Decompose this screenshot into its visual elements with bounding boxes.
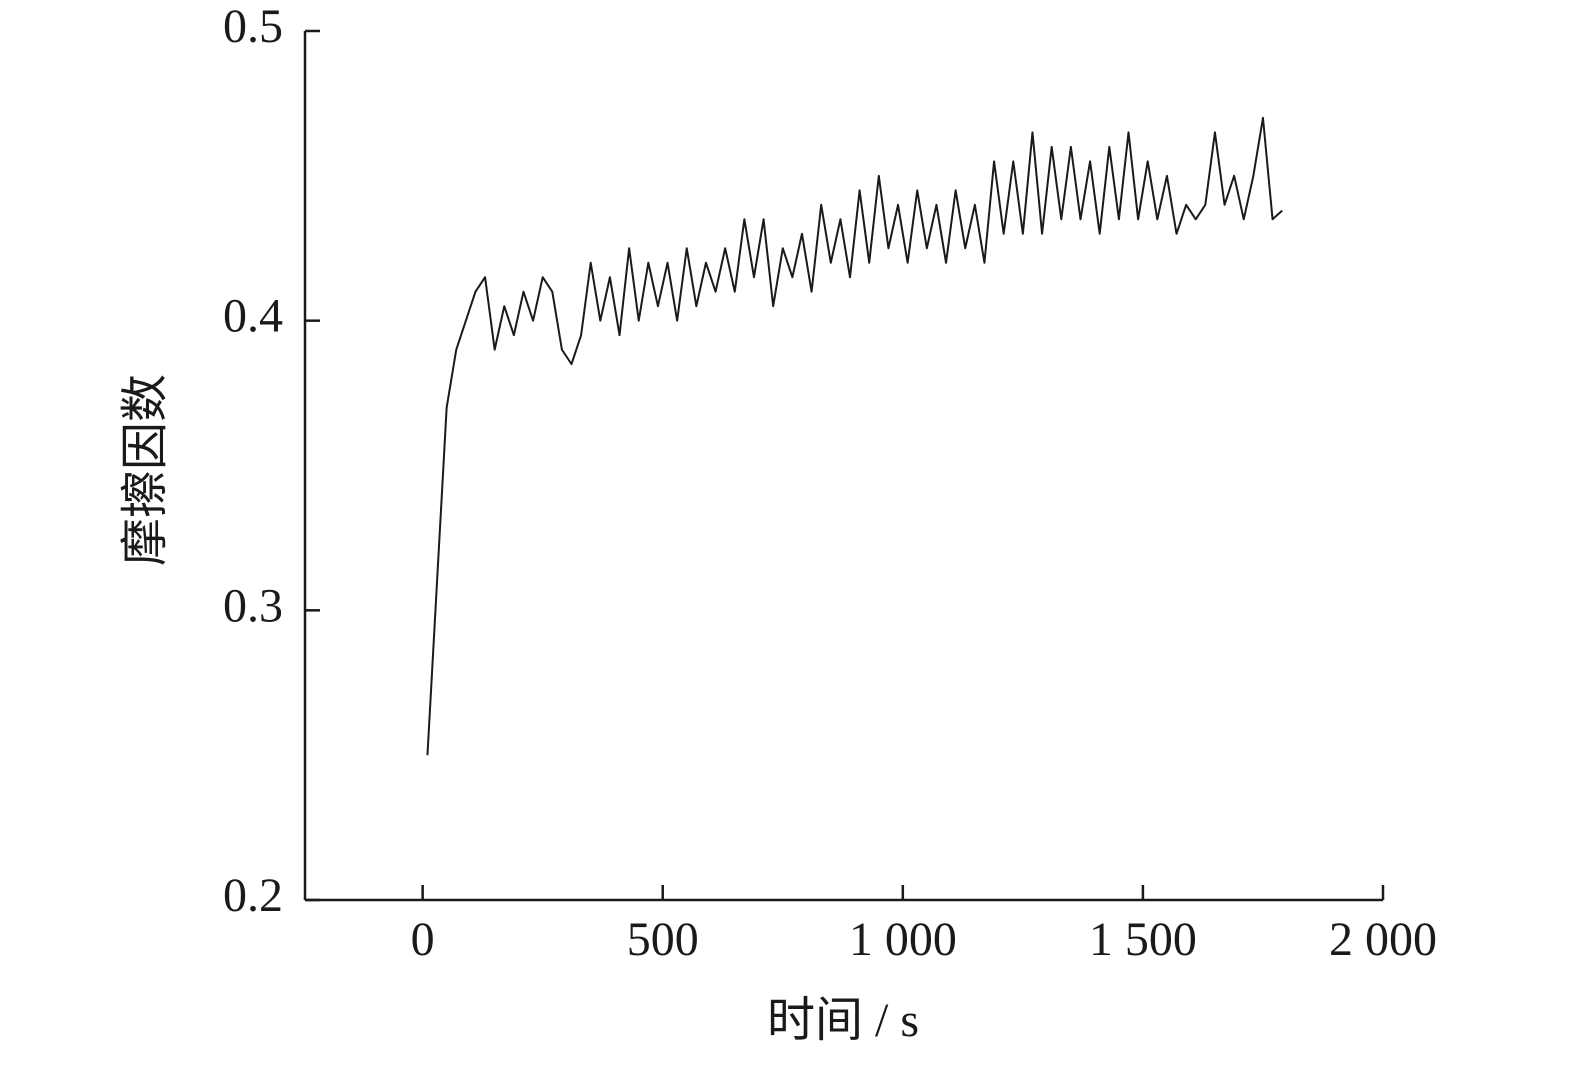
x-tick-label: 2 000 [1329,913,1437,966]
line-series [426,116,1283,756]
y-axis-label: 摩擦因数 [119,374,172,566]
y-tick-label: 0.5 [223,0,283,53]
x-tick-label: 1 500 [1089,913,1197,966]
y-tick-label: 0.3 [223,579,283,632]
x-tick-label: 500 [627,913,699,966]
x-axis-label: 时间 / s [767,994,919,1047]
x-tick-label: 1 000 [849,913,957,966]
y-tick-label: 0.4 [223,290,283,343]
y-tick-label: 0.2 [223,869,283,922]
x-tick-label: 0 [411,913,435,966]
